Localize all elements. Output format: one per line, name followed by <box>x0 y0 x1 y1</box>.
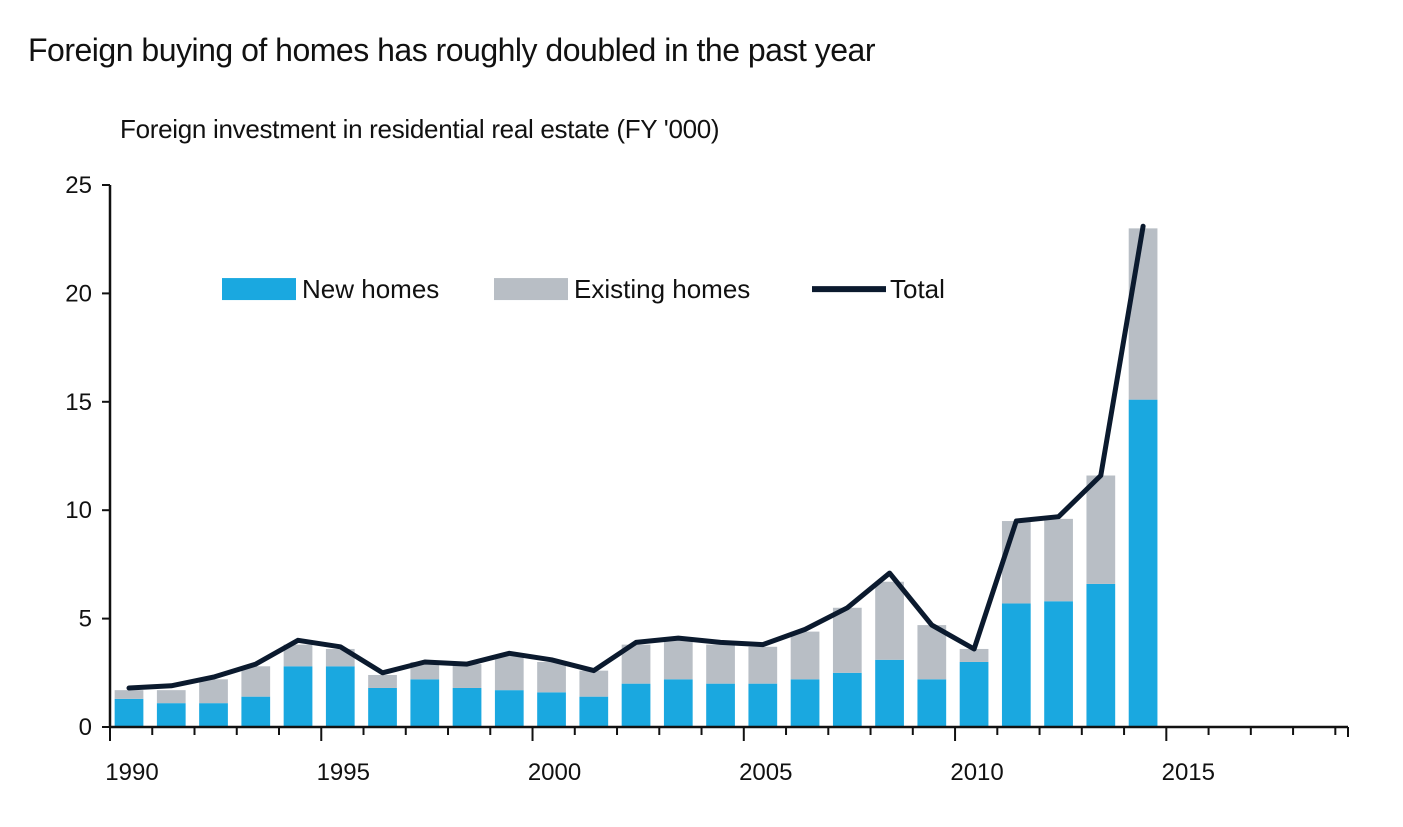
bar-new-homes-2001 <box>579 696 609 727</box>
bar-new-homes-1996 <box>368 687 397 727</box>
bar-existing-homes-2004 <box>706 644 735 684</box>
total-line-layer <box>126 223 1146 691</box>
bar-new-homes-2002 <box>621 683 651 727</box>
bar-new-homes-2009 <box>917 679 947 727</box>
bar-new-homes-1993 <box>241 696 271 727</box>
bar-new-homes-1999 <box>494 690 524 727</box>
bar-existing-homes-2009 <box>917 625 947 680</box>
x-tick-label-2015: 2015 <box>1162 759 1215 786</box>
bar-new-homes-2010 <box>959 661 989 727</box>
bar-existing-homes-2013 <box>1086 475 1116 584</box>
bar-existing-homes-1996 <box>368 674 397 688</box>
bar-existing-homes-2008 <box>875 581 904 660</box>
y-tick-label-5: 5 <box>79 606 92 633</box>
line-total <box>126 223 1146 691</box>
bar-existing-homes-2006 <box>790 631 820 680</box>
bar-new-homes-2006 <box>790 679 820 727</box>
bars-layer <box>114 228 1158 727</box>
chart-title: Foreign buying of homes has roughly doub… <box>28 32 876 68</box>
bar-new-homes-2003 <box>663 679 693 727</box>
bar-existing-homes-1991 <box>156 690 186 704</box>
bar-new-homes-1990 <box>114 698 144 727</box>
bar-existing-homes-1998 <box>452 664 482 688</box>
bar-existing-homes-2007 <box>832 607 862 673</box>
bar-new-homes-1998 <box>452 687 482 727</box>
bar-existing-homes-2014 <box>1128 228 1158 400</box>
bar-new-homes-2011 <box>1001 603 1031 727</box>
legend: New homes Existing homes Total <box>222 274 945 304</box>
bar-new-homes-2004 <box>706 683 735 727</box>
x-tick-label-1990: 1990 <box>105 759 158 786</box>
legend-swatch-existing-homes <box>494 278 568 301</box>
y-tick-label-0: 0 <box>79 714 92 741</box>
x-tick-label-1995: 1995 <box>317 759 370 786</box>
legend-swatch-new-homes <box>222 278 296 301</box>
bar-new-homes-2014 <box>1128 399 1158 727</box>
bar-existing-homes-1994 <box>283 644 313 667</box>
bar-existing-homes-2012 <box>1044 518 1073 602</box>
legend-label-existing-homes: Existing homes <box>574 274 750 304</box>
bar-new-homes-1994 <box>283 666 313 727</box>
bar-existing-homes-1999 <box>494 655 524 691</box>
y-tick-label-15: 15 <box>65 389 92 416</box>
bar-existing-homes-2005 <box>748 646 778 684</box>
chart-subtitle: Foreign investment in residential real e… <box>120 114 720 144</box>
y-tick-label-20: 20 <box>65 280 92 307</box>
bar-new-homes-1992 <box>199 703 228 727</box>
bar-new-homes-2005 <box>748 683 778 727</box>
bar-new-homes-2012 <box>1044 601 1073 727</box>
bar-new-homes-2013 <box>1086 583 1116 727</box>
axes-layer: 0 5 10 15 20 25 1990 1995 2000 2005 2010 2015 <box>65 172 1349 786</box>
bar-new-homes-1991 <box>156 703 186 727</box>
x-tick-label-2005: 2005 <box>739 759 792 786</box>
bar-existing-homes-2011 <box>1001 521 1031 604</box>
bar-existing-homes-2003 <box>663 640 693 680</box>
legend-label-total: Total <box>890 274 945 304</box>
bar-new-homes-2008 <box>875 659 904 727</box>
bar-existing-homes-1993 <box>241 666 271 697</box>
bar-existing-homes-1992 <box>199 679 228 704</box>
x-tick-label-2000: 2000 <box>528 759 581 786</box>
bar-new-homes-1995 <box>325 666 355 727</box>
bar-new-homes-2007 <box>832 672 862 727</box>
bar-new-homes-2000 <box>537 692 566 727</box>
bar-existing-homes-2001 <box>579 670 609 697</box>
bar-existing-homes-1990 <box>114 690 144 699</box>
bar-existing-homes-2000 <box>537 661 566 693</box>
bar-existing-homes-2010 <box>959 648 989 662</box>
x-tick-label-2010: 2010 <box>950 759 1003 786</box>
y-tick-label-25: 25 <box>65 172 92 199</box>
y-tick-label-10: 10 <box>65 497 92 524</box>
legend-label-new-homes: New homes <box>302 274 439 304</box>
bar-new-homes-1997 <box>410 679 440 727</box>
